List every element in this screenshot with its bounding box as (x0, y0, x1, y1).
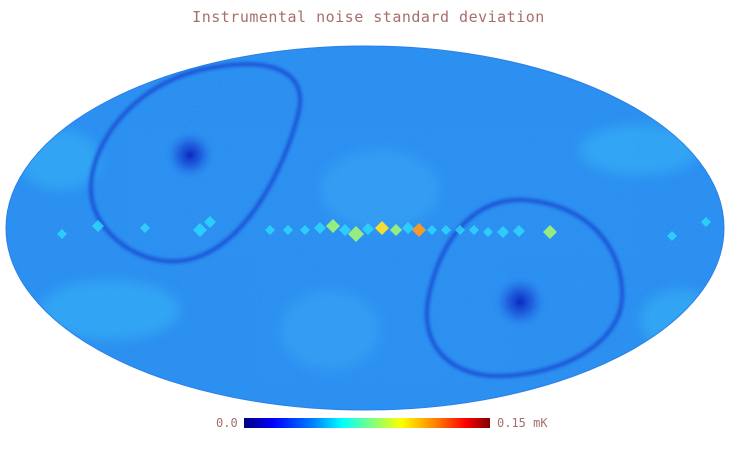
hot-spot (300, 225, 310, 235)
hot-spot (412, 223, 426, 237)
pole-north (164, 129, 216, 181)
scan-ring-right (424, 197, 625, 379)
galactic-plane (57, 216, 711, 242)
colorbar-max-label: 0.15 mK (497, 416, 548, 430)
hot-spot (390, 224, 402, 236)
hot-spot (348, 226, 364, 242)
scan-ring-left (88, 62, 302, 264)
colorbar (244, 418, 490, 428)
colorbar-min-label: 0.0 (216, 416, 238, 430)
hot-spot (193, 223, 207, 237)
hot-spot (497, 226, 509, 238)
hot-spot (455, 225, 465, 235)
hot-spot (402, 222, 414, 234)
hot-spot (483, 227, 493, 237)
map-title: Instrumental noise standard deviation (192, 8, 545, 26)
hot-spot (265, 225, 275, 235)
hot-spot (441, 225, 451, 235)
pole-south (492, 274, 548, 330)
hot-spot (362, 223, 374, 235)
hot-spot (283, 225, 293, 235)
hot-spot (667, 231, 677, 241)
hot-spot (57, 229, 67, 239)
hot-spot (701, 217, 711, 227)
hot-spot (92, 220, 104, 232)
hot-spot (326, 219, 340, 233)
hot-spot (375, 221, 389, 235)
hot-spot (339, 224, 351, 236)
hot-spot (140, 223, 150, 233)
hot-spot (427, 225, 437, 235)
hot-spot (513, 225, 525, 237)
hot-spot (543, 225, 557, 239)
hot-spot (204, 216, 216, 228)
hot-spot (314, 222, 326, 234)
hot-spot (469, 225, 479, 235)
